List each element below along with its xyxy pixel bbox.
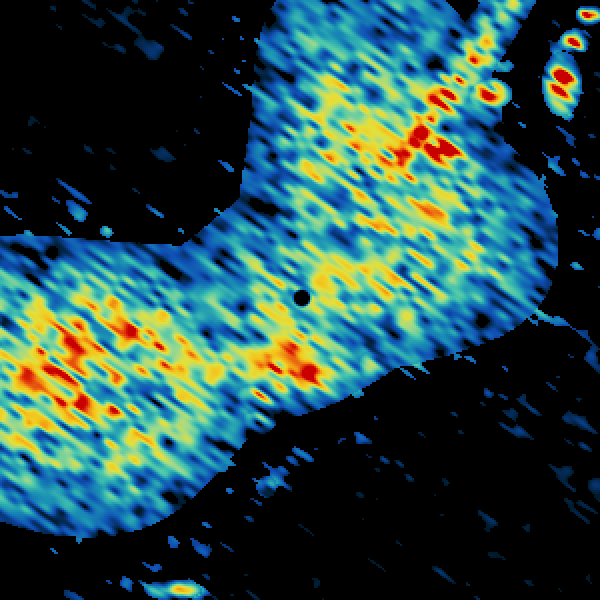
intensity-heatmap-canvas [0, 0, 600, 600]
image-viewport: False-colour intensity map black-cyan-bl… [0, 0, 600, 600]
